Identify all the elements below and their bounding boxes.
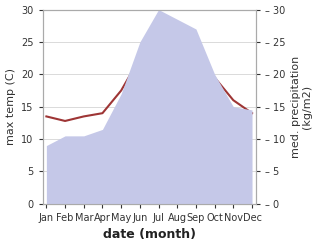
X-axis label: date (month): date (month) bbox=[103, 228, 196, 242]
Y-axis label: med. precipitation
(kg/m2): med. precipitation (kg/m2) bbox=[291, 56, 313, 158]
Y-axis label: max temp (C): max temp (C) bbox=[5, 68, 16, 145]
